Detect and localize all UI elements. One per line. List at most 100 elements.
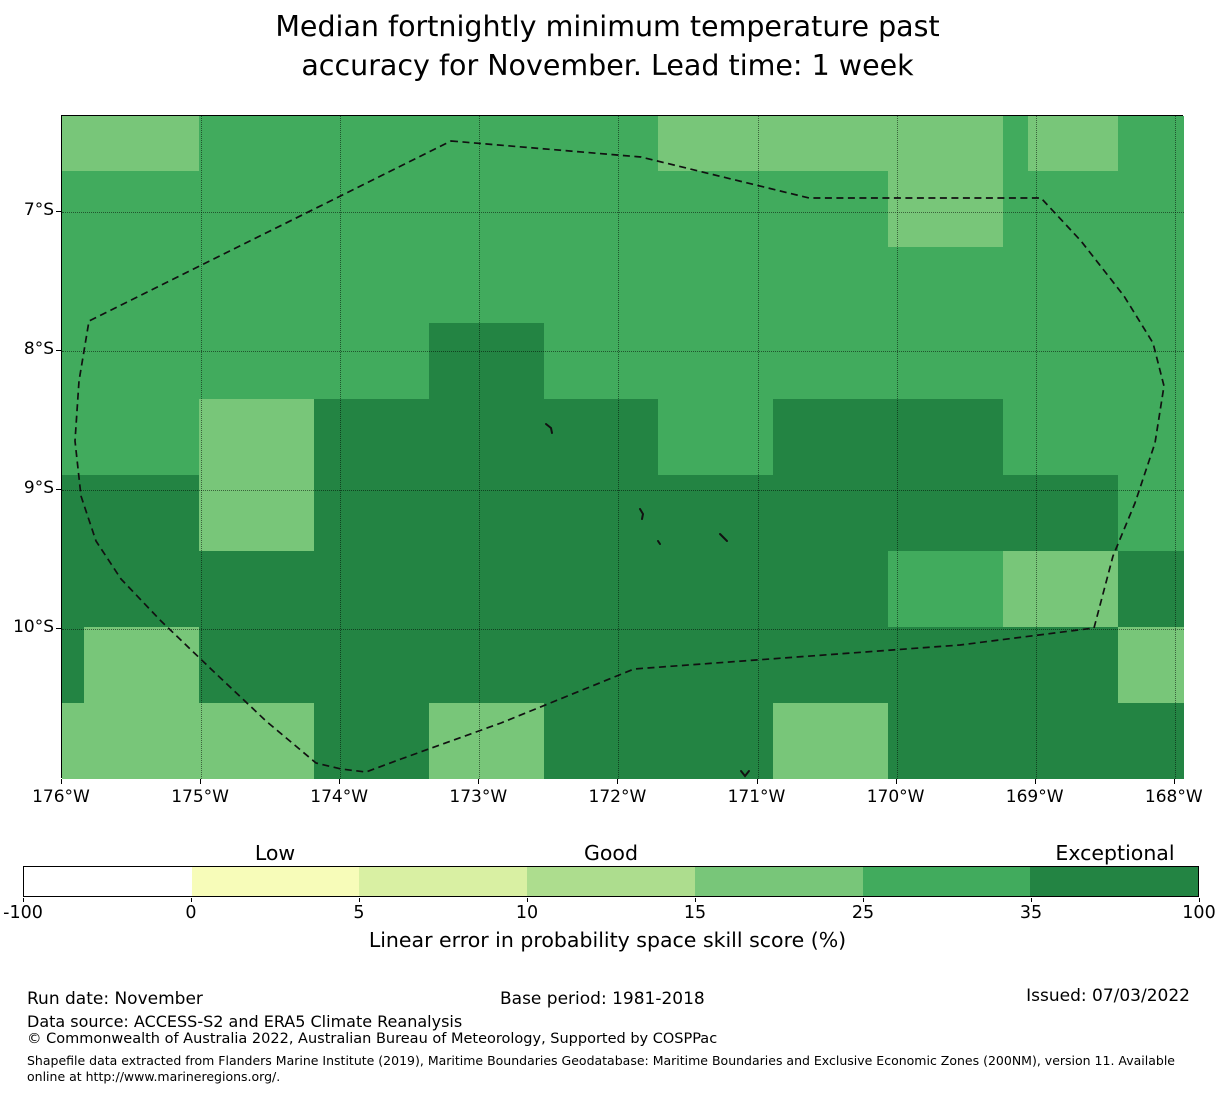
colorbar-segment (694, 867, 863, 896)
map-grid-cell (62, 703, 84, 779)
x-axis-tick (339, 779, 341, 784)
x-axis-tick-label: 169°W (1005, 787, 1064, 807)
map-grid-cell (773, 551, 888, 627)
longitude-gridline (757, 116, 759, 779)
map-grid-cell (1118, 171, 1184, 247)
longitude-gridline (201, 116, 203, 779)
island-outline (657, 540, 661, 545)
x-axis-tick-label: 170°W (866, 787, 925, 807)
map-grid-cell (62, 323, 84, 399)
map-grid-cell (62, 627, 84, 703)
x-axis-tick (1173, 779, 1175, 784)
map-grid-cell (314, 323, 429, 399)
y-axis-tick-label: 10°S (13, 617, 54, 638)
map-grid-cell (1003, 399, 1118, 475)
latitude-gridline (62, 351, 1184, 353)
map-grid-cell (544, 551, 658, 627)
map-grid-cell (888, 116, 1003, 171)
map-grid-cell (199, 551, 314, 627)
latitude-gridline (62, 629, 1184, 631)
x-axis-tick (61, 779, 62, 784)
island-outline (719, 533, 728, 542)
map-grid-cell (1003, 627, 1118, 703)
map-grid-cell (429, 399, 544, 475)
map-grid-cell (888, 703, 1003, 779)
map-grid-cell (84, 116, 199, 171)
y-axis-tick-label: 8°S (23, 339, 54, 360)
map-grid-cell (544, 627, 658, 703)
map-grid-cell (1118, 399, 1184, 475)
map-grid-cell (429, 627, 544, 703)
map-grid-cell (199, 399, 314, 475)
map-grid-cell (658, 399, 773, 475)
colorbar-tick-label: 10 (515, 903, 539, 923)
x-axis-tick (756, 779, 758, 784)
map-grid-cell (544, 116, 658, 171)
colorbar-tick (1031, 898, 1032, 902)
map-grid-cell (314, 247, 429, 323)
colorbar-segment (1030, 867, 1199, 896)
longitude-gridline (618, 116, 620, 779)
map-grid-cell (1118, 703, 1184, 779)
run-date-text: Run date: November (27, 989, 203, 1009)
chart-title-line1: Median fortnightly minimum temperature p… (275, 10, 940, 43)
map-grid-cell (1118, 475, 1184, 551)
chart-title-line2: accuracy for November. Lead time: 1 week (301, 49, 914, 82)
map-grid-cell (1003, 171, 1118, 247)
colorbar-tick (23, 898, 24, 902)
longitude-gridline (1174, 116, 1176, 779)
x-axis-tick-label: 168°W (1144, 787, 1203, 807)
map-grid-cell (544, 171, 658, 247)
colorbar (23, 866, 1199, 897)
y-axis-tick (56, 211, 61, 212)
latitude-gridline (62, 490, 1184, 492)
y-axis-tick (56, 489, 61, 491)
map-grid-cell (429, 171, 544, 247)
longitude-gridline (340, 116, 342, 779)
x-axis-tick (1034, 779, 1036, 784)
x-axis-tick (200, 779, 202, 784)
issued-date-text: Issued: 07/03/2022 (1026, 986, 1190, 1006)
colorbar-segment (191, 867, 360, 896)
map-grid-cell (544, 703, 658, 779)
colorbar-segment (359, 867, 528, 896)
colorbar-category-label: Low (254, 841, 296, 865)
map-grid-cell (658, 171, 773, 247)
eez-dashed-boundary (74, 140, 1165, 773)
map-grid-cell (199, 475, 314, 551)
colorbar-category-label: Good (584, 841, 638, 865)
map-grid-cell (888, 247, 1003, 323)
map-grid-cell (62, 116, 84, 171)
map-grid-cell (544, 399, 658, 475)
x-axis-tick (895, 779, 897, 784)
colorbar-tick-label: 15 (683, 903, 707, 923)
map-grid-cell (84, 703, 199, 779)
island-outline (545, 423, 553, 434)
map-grid-cell (1118, 627, 1184, 703)
map-grid-cell (1003, 247, 1118, 323)
colorbar-tick-label: 100 (1182, 903, 1215, 923)
colorbar-tick-label: 35 (1019, 903, 1043, 923)
map-grid-cell (658, 703, 773, 779)
x-axis-tick (617, 779, 619, 784)
skill-score-map (61, 115, 1184, 779)
x-axis-tick-label: 171°W (727, 787, 786, 807)
colorbar-tick (191, 898, 192, 902)
island-outline (740, 770, 750, 778)
longitude-gridline (1035, 116, 1037, 779)
colorbar-segment (24, 867, 192, 896)
map-grid-cell (1003, 475, 1118, 551)
map-grid-cell (1003, 116, 1028, 171)
colorbar-tick-label: 0 (185, 903, 197, 923)
colorbar-tick (1199, 898, 1200, 902)
copyright-text: © Commonwealth of Australia 2022, Austra… (27, 1031, 718, 1047)
map-grid-cell (429, 551, 544, 627)
map-grid-cell (888, 627, 1003, 703)
map-grid-cell (199, 703, 314, 779)
map-grid-cell (658, 323, 773, 399)
map-grid-cell (1003, 323, 1118, 399)
map-grid-cell (314, 399, 429, 475)
map-grid-cell (1118, 323, 1184, 399)
colorbar-tick (527, 898, 528, 902)
y-axis-tick-label: 9°S (23, 478, 54, 499)
